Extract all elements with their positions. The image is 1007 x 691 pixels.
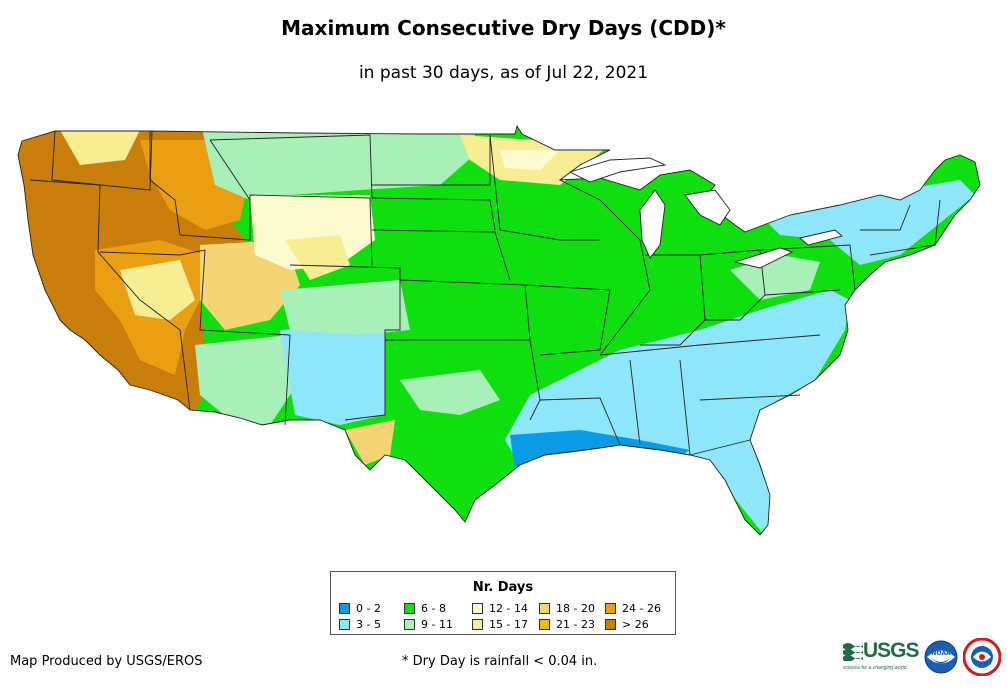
legend-label: 12 - 14 (489, 602, 528, 615)
legend-swatch (605, 619, 616, 630)
usgs-tagline: science for a changing world (843, 665, 907, 671)
legend-label: 0 - 2 (356, 602, 381, 615)
legend-swatch (339, 619, 350, 630)
legend-item: 15 - 17 (472, 618, 528, 631)
usgs-logo: USGS science for a changing world (843, 639, 920, 671)
legend-swatch (404, 619, 415, 630)
legend-swatch (472, 619, 483, 630)
map-credit: Map Produced by USGS/EROS (10, 654, 203, 669)
legend-label: 9 - 11 (421, 618, 453, 631)
legend-item: 6 - 8 (404, 602, 446, 615)
map-subtitle: in past 30 days, as of Jul 22, 2021 (358, 63, 649, 83)
legend-swatch (539, 619, 550, 630)
legend-label: 21 - 23 (556, 618, 595, 631)
usgs-wordmark: USGS (863, 639, 920, 662)
nws-logo-icon (963, 638, 1001, 676)
noaa-label: NOAA (931, 650, 951, 657)
legend-swatch (339, 603, 350, 614)
cdd-map (17, 125, 981, 536)
legend-label: 24 - 26 (622, 602, 661, 615)
noaa-logo-icon: NOAA (924, 640, 958, 674)
legend-label: 15 - 17 (489, 618, 528, 631)
legend-item: 0 - 2 (339, 602, 381, 615)
map-title: Maximum Consecutive Dry Days (CDD)* (281, 16, 726, 40)
legend-swatch (404, 603, 415, 614)
legend-label: 3 - 5 (356, 618, 381, 631)
legend-label: > 26 (622, 618, 649, 631)
dry-day-footnote: * Dry Day is rainfall < 0.04 in. (402, 654, 598, 669)
legend-swatch (472, 603, 483, 614)
legend-swatch (539, 603, 550, 614)
legend-item: > 26 (605, 618, 649, 631)
legend-swatch (605, 603, 616, 614)
legend: Nr. Days 0 - 2 3 - 5 6 - 8 9 - 11 12 - 1… (330, 571, 676, 635)
legend-item: 18 - 20 (539, 602, 595, 615)
legend-item: 21 - 23 (539, 618, 595, 631)
legend-label: 18 - 20 (556, 602, 595, 615)
legend-title: Nr. Days (472, 580, 534, 595)
legend-item: 9 - 11 (404, 618, 453, 631)
legend-item: 12 - 14 (472, 602, 528, 615)
usgs-wave-icon (843, 643, 863, 661)
legend-label: 6 - 8 (421, 602, 446, 615)
legend-item: 3 - 5 (339, 618, 381, 631)
legend-item: 24 - 26 (605, 602, 661, 615)
